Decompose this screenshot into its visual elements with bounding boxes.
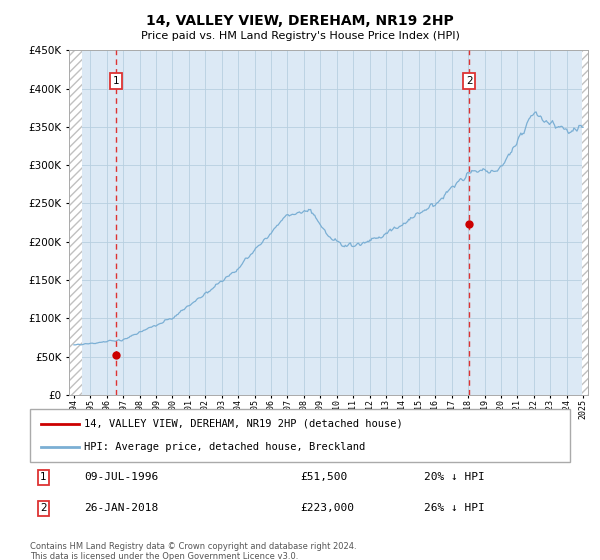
Text: 2: 2 xyxy=(40,503,47,513)
Text: 14, VALLEY VIEW, DEREHAM, NR19 2HP (detached house): 14, VALLEY VIEW, DEREHAM, NR19 2HP (deta… xyxy=(84,419,403,429)
Text: 2: 2 xyxy=(466,76,473,86)
Text: HPI: Average price, detached house, Breckland: HPI: Average price, detached house, Brec… xyxy=(84,442,365,452)
Text: 20% ↓ HPI: 20% ↓ HPI xyxy=(424,473,485,482)
Text: 1: 1 xyxy=(112,76,119,86)
Text: £223,000: £223,000 xyxy=(300,503,354,513)
Text: 26-JAN-2018: 26-JAN-2018 xyxy=(84,503,158,513)
Text: This data is licensed under the Open Government Licence v3.0.: This data is licensed under the Open Gov… xyxy=(30,552,298,560)
Bar xyxy=(582,50,592,395)
Text: Contains HM Land Registry data © Crown copyright and database right 2024.: Contains HM Land Registry data © Crown c… xyxy=(30,542,356,551)
Text: 09-JUL-1996: 09-JUL-1996 xyxy=(84,473,158,482)
Text: 26% ↓ HPI: 26% ↓ HPI xyxy=(424,503,485,513)
Bar xyxy=(69,50,82,395)
Text: Price paid vs. HM Land Registry's House Price Index (HPI): Price paid vs. HM Land Registry's House … xyxy=(140,31,460,41)
Text: £51,500: £51,500 xyxy=(300,473,347,482)
Text: 1: 1 xyxy=(40,473,47,482)
FancyBboxPatch shape xyxy=(30,409,570,462)
Text: 14, VALLEY VIEW, DEREHAM, NR19 2HP: 14, VALLEY VIEW, DEREHAM, NR19 2HP xyxy=(146,14,454,28)
